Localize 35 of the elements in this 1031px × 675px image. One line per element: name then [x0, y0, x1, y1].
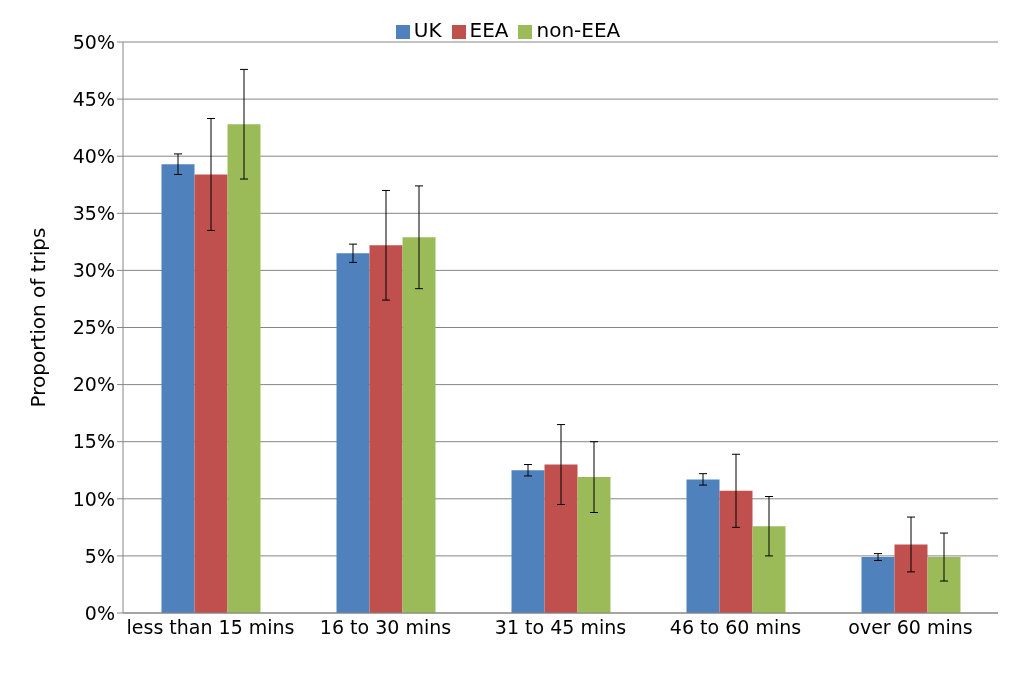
bar — [402, 237, 436, 613]
legend-label: EEA — [469, 18, 509, 42]
y-tick-label: 0% — [84, 601, 115, 624]
bar — [894, 544, 928, 613]
y-tick-label: 30% — [72, 259, 115, 282]
y-tick-label: 5% — [84, 544, 115, 567]
x-tick-label: 31 to 45 mins — [494, 616, 627, 639]
bar — [511, 470, 545, 613]
x-tick-label: over 60 mins — [848, 616, 973, 639]
y-tick-label: 50% — [72, 30, 115, 53]
y-tick-label: 10% — [72, 487, 115, 510]
legend-label: UK — [413, 18, 442, 42]
bar — [686, 479, 720, 613]
bar — [927, 557, 961, 613]
y-tick-label: 40% — [72, 144, 115, 167]
legend-label: non-EEA — [536, 18, 621, 42]
x-tick-label: 46 to 60 mins — [669, 616, 802, 639]
bar — [336, 253, 370, 613]
bar — [577, 477, 611, 613]
y-axis-title: Proportion of trips — [26, 227, 51, 408]
bar — [161, 164, 195, 613]
bar — [369, 245, 403, 613]
bar — [227, 124, 261, 613]
y-tick-label: 15% — [72, 430, 115, 453]
bar — [544, 464, 578, 613]
y-tick-label: 35% — [72, 202, 115, 225]
y-tick-label: 45% — [72, 87, 115, 110]
bar — [719, 490, 753, 613]
y-tick-label: 20% — [72, 373, 115, 396]
x-tick-label: less than 15 mins — [126, 616, 295, 639]
x-tick-label: 16 to 30 mins — [319, 616, 452, 639]
bar — [194, 174, 228, 613]
y-tick-label: 25% — [72, 316, 115, 339]
bar — [861, 557, 895, 613]
bar — [752, 526, 786, 613]
